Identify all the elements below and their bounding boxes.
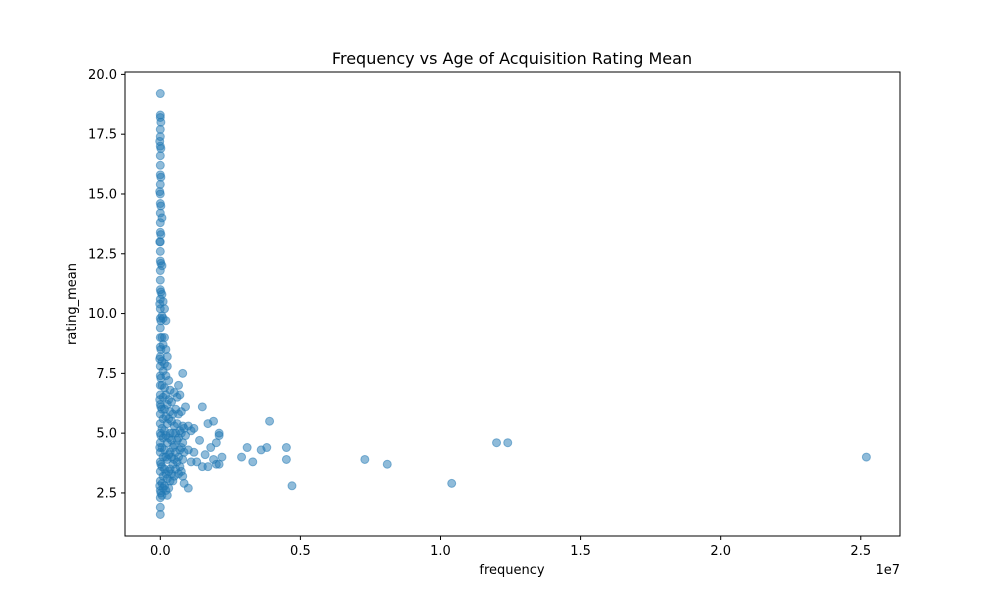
y-tick-label: 12.5	[88, 247, 117, 262]
data-point	[157, 213, 167, 223]
data-point	[189, 423, 199, 433]
data-point	[167, 397, 177, 407]
data-point	[155, 187, 165, 197]
x-axis-offset-label: 1e7	[875, 563, 900, 578]
data-point	[197, 402, 207, 412]
data-point	[156, 144, 166, 154]
data-point	[157, 261, 167, 271]
data-point	[200, 450, 210, 460]
y-tick-label: 5.0	[96, 427, 117, 442]
y-axis-label: rating_mean	[65, 263, 80, 345]
data-point	[161, 344, 171, 354]
data-point	[382, 459, 392, 469]
data-point	[195, 435, 205, 445]
y-tick-label: 20.0	[88, 68, 117, 83]
data-point	[861, 452, 871, 462]
data-point	[162, 352, 172, 362]
data-point	[174, 380, 184, 390]
data-point	[156, 172, 166, 182]
data-point	[162, 361, 172, 371]
x-axis: 0.0 0.5 1.0 1.5 2.0 2.5	[150, 536, 871, 559]
data-point	[175, 390, 185, 400]
data-point	[203, 462, 213, 472]
data-point	[181, 431, 191, 441]
data-point	[156, 117, 166, 127]
data-point	[164, 483, 174, 493]
data-point	[156, 230, 166, 240]
data-point	[189, 447, 199, 457]
data-point	[360, 454, 370, 464]
data-point	[209, 416, 219, 426]
y-tick-label: 2.5	[96, 486, 117, 501]
x-tick-label: 2.0	[710, 544, 731, 559]
data-point	[164, 376, 174, 386]
data-point	[183, 483, 193, 493]
data-point	[160, 332, 170, 342]
y-axis: 2.5 5.0 7.5 10.0 12.5 15.0 17.5 20.0	[88, 68, 125, 501]
data-point	[161, 316, 171, 326]
data-point	[217, 452, 227, 462]
data-point	[155, 246, 165, 256]
data-point	[155, 136, 165, 146]
data-point	[178, 368, 188, 378]
y-tick-label: 7.5	[96, 367, 117, 382]
data-point	[503, 438, 513, 448]
data-point	[242, 443, 252, 453]
data-point	[158, 297, 168, 307]
data-point	[156, 201, 166, 211]
data-point	[237, 452, 247, 462]
data-point	[178, 454, 188, 464]
data-point	[155, 509, 165, 519]
x-tick-label: 1.0	[430, 544, 451, 559]
x-tick-label: 2.5	[850, 544, 871, 559]
x-tick-label: 0.5	[290, 544, 311, 559]
data-point	[192, 457, 202, 467]
plot-frame	[124, 71, 901, 537]
y-tick-label: 17.5	[88, 128, 117, 143]
data-point	[281, 454, 291, 464]
x-axis-label: frequency	[479, 563, 545, 578]
chart-title: Frequency vs Age of Acquisition Rating M…	[332, 49, 692, 68]
x-tick-label: 1.5	[570, 544, 591, 559]
y-tick-label: 15.0	[88, 187, 117, 202]
data-point	[155, 160, 165, 170]
data-point	[262, 443, 272, 453]
data-point	[214, 431, 224, 441]
data-points	[155, 89, 871, 519]
data-point	[181, 402, 191, 412]
data-point	[265, 416, 275, 426]
data-point	[206, 443, 216, 453]
data-point	[447, 478, 457, 488]
data-point	[162, 490, 172, 500]
data-point	[248, 457, 258, 467]
data-point	[155, 275, 165, 285]
x-tick-label: 0.0	[150, 544, 171, 559]
data-point	[155, 89, 165, 99]
y-tick-label: 10.0	[88, 307, 117, 322]
data-point	[287, 481, 297, 491]
data-point	[160, 304, 170, 314]
data-point	[157, 289, 167, 299]
data-point	[155, 237, 165, 247]
data-point	[281, 443, 291, 453]
data-point	[492, 438, 502, 448]
data-point	[178, 471, 188, 481]
